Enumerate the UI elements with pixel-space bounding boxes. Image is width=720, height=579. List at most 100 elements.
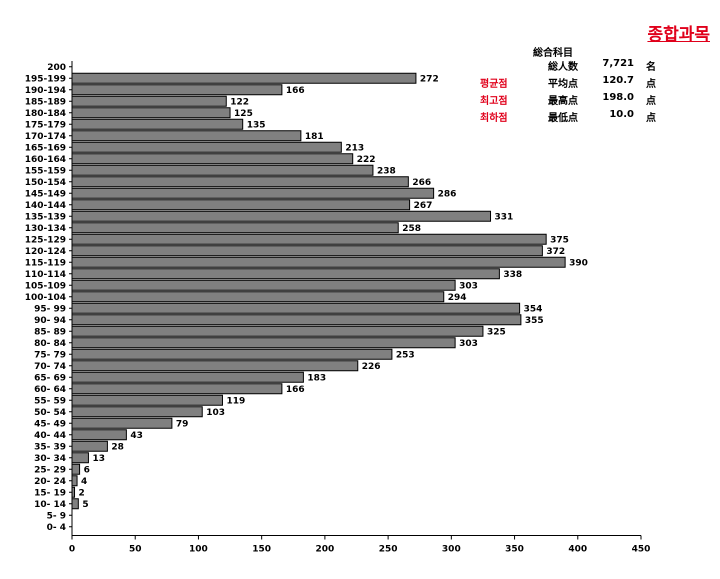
stats-header: 総合科目 xyxy=(533,48,573,59)
bar xyxy=(71,279,456,291)
stat-red-label: 평균점 xyxy=(480,79,508,90)
y-tick-label: 45- 49 xyxy=(34,419,66,429)
bar xyxy=(71,130,302,142)
y-tick-label: 105-109 xyxy=(25,281,66,291)
y-tick-label: 95- 99 xyxy=(34,304,66,314)
y-tick-label: 75- 79 xyxy=(34,350,66,360)
y-tick-label: 200 xyxy=(47,63,66,73)
bar xyxy=(71,268,500,280)
bar-value-label: 303 xyxy=(459,339,478,349)
bar-value-label: 338 xyxy=(503,270,522,280)
bar xyxy=(71,233,547,245)
bar xyxy=(71,429,127,441)
bar-value-label: 79 xyxy=(176,419,189,429)
y-tick-label: 170-174 xyxy=(25,132,66,142)
bar xyxy=(71,406,203,418)
bar xyxy=(71,210,492,222)
stat-value: 198.0 xyxy=(602,92,634,103)
bar-value-label: 13 xyxy=(92,454,105,464)
y-tick-label: 35- 39 xyxy=(34,442,66,452)
bar-value-label: 6 xyxy=(84,465,90,475)
bar xyxy=(71,371,304,383)
y-tick-label: 85- 89 xyxy=(34,327,66,337)
bar xyxy=(71,360,359,372)
bar-value-label: 43 xyxy=(130,431,143,441)
stat-unit: 点 xyxy=(646,96,656,107)
bar-value-label: 181 xyxy=(305,132,324,142)
bar xyxy=(71,314,522,326)
y-tick-label: 175-179 xyxy=(25,120,66,130)
y-tick-label: 140-144 xyxy=(25,201,66,211)
bar xyxy=(71,291,445,303)
stat-value: 7,721 xyxy=(602,58,634,69)
y-tick-label: 70- 74 xyxy=(34,362,66,372)
stat-row-max: 최고점 最高点 198.0 点 xyxy=(480,92,660,107)
bar-value-label: 331 xyxy=(495,212,514,222)
stat-label: 最高点 xyxy=(548,96,578,107)
x-tick-label: 200 xyxy=(315,545,334,555)
bar xyxy=(71,256,566,268)
y-tick-label: 135-139 xyxy=(25,212,66,222)
bar-value-label: 294 xyxy=(448,293,467,303)
bar xyxy=(71,383,283,395)
chart-title: 종합과목 xyxy=(647,25,710,45)
y-tick-label: 90- 94 xyxy=(34,316,66,326)
y-tick-label: 80- 84 xyxy=(34,339,66,349)
bar xyxy=(71,394,223,406)
y-tick-label: 130-134 xyxy=(25,224,66,234)
x-tick-label: 50 xyxy=(129,545,142,555)
stat-row-min: 최하점 最低点 10.0 点 xyxy=(480,109,660,124)
y-tick-label: 60- 64 xyxy=(34,385,66,395)
y-tick-label: 150-154 xyxy=(25,178,66,188)
bar-value-label: 354 xyxy=(524,304,543,314)
x-tick-label: 100 xyxy=(189,545,208,555)
y-tick-label: 25- 29 xyxy=(34,465,66,475)
bar-value-label: 325 xyxy=(487,327,506,337)
bar xyxy=(71,440,108,452)
stat-red-label: 최하점 xyxy=(480,113,508,124)
bar xyxy=(71,141,342,153)
bar-value-label: 390 xyxy=(569,258,588,268)
bar-value-label: 122 xyxy=(230,97,249,107)
y-tick-label: 50- 54 xyxy=(34,408,66,418)
bar-value-label: 286 xyxy=(438,189,457,199)
bar xyxy=(71,498,79,510)
bar xyxy=(71,222,399,234)
bar xyxy=(71,463,81,475)
bar xyxy=(71,348,393,360)
y-tick-label: 15- 19 xyxy=(34,488,66,498)
stat-unit: 点 xyxy=(646,79,656,90)
stat-label: 最低点 xyxy=(548,113,578,124)
y-tick-label: 120-124 xyxy=(25,247,66,257)
y-tick-label: 30- 34 xyxy=(34,454,66,464)
stat-red-label: 최고점 xyxy=(480,96,508,107)
bar xyxy=(71,118,244,130)
y-tick-label: 190-194 xyxy=(25,86,66,96)
y-tick-label: 180-184 xyxy=(25,109,66,119)
bar xyxy=(71,337,456,349)
bar xyxy=(71,164,374,176)
bar xyxy=(71,417,173,429)
y-tick-label: 0- 4 xyxy=(47,523,66,533)
bar-value-label: 222 xyxy=(357,155,376,165)
bar-value-label: 272 xyxy=(420,74,439,84)
bar-value-label: 266 xyxy=(412,178,431,188)
y-tick-label: 20- 24 xyxy=(34,477,66,487)
y-tick-label: 5- 9 xyxy=(47,511,66,521)
y-tick-label: 195-199 xyxy=(25,74,66,84)
bar-value-label: 28 xyxy=(111,442,124,452)
y-tick-label: 160-164 xyxy=(25,155,66,165)
bar-value-label: 135 xyxy=(247,120,266,130)
stat-unit: 点 xyxy=(646,113,656,124)
stat-row-total: 総人数 7,721 名 xyxy=(480,58,660,73)
y-tick-label: 145-149 xyxy=(25,189,66,199)
stat-value: 10.0 xyxy=(609,109,634,120)
bar xyxy=(71,475,78,487)
x-tick-label: 250 xyxy=(379,545,398,555)
stat-label: 総人数 xyxy=(548,62,578,73)
x-tick-label: 400 xyxy=(568,545,587,555)
bar-value-label: 5 xyxy=(82,500,88,510)
y-tick-label: 155-159 xyxy=(25,166,66,176)
bar xyxy=(71,452,89,464)
